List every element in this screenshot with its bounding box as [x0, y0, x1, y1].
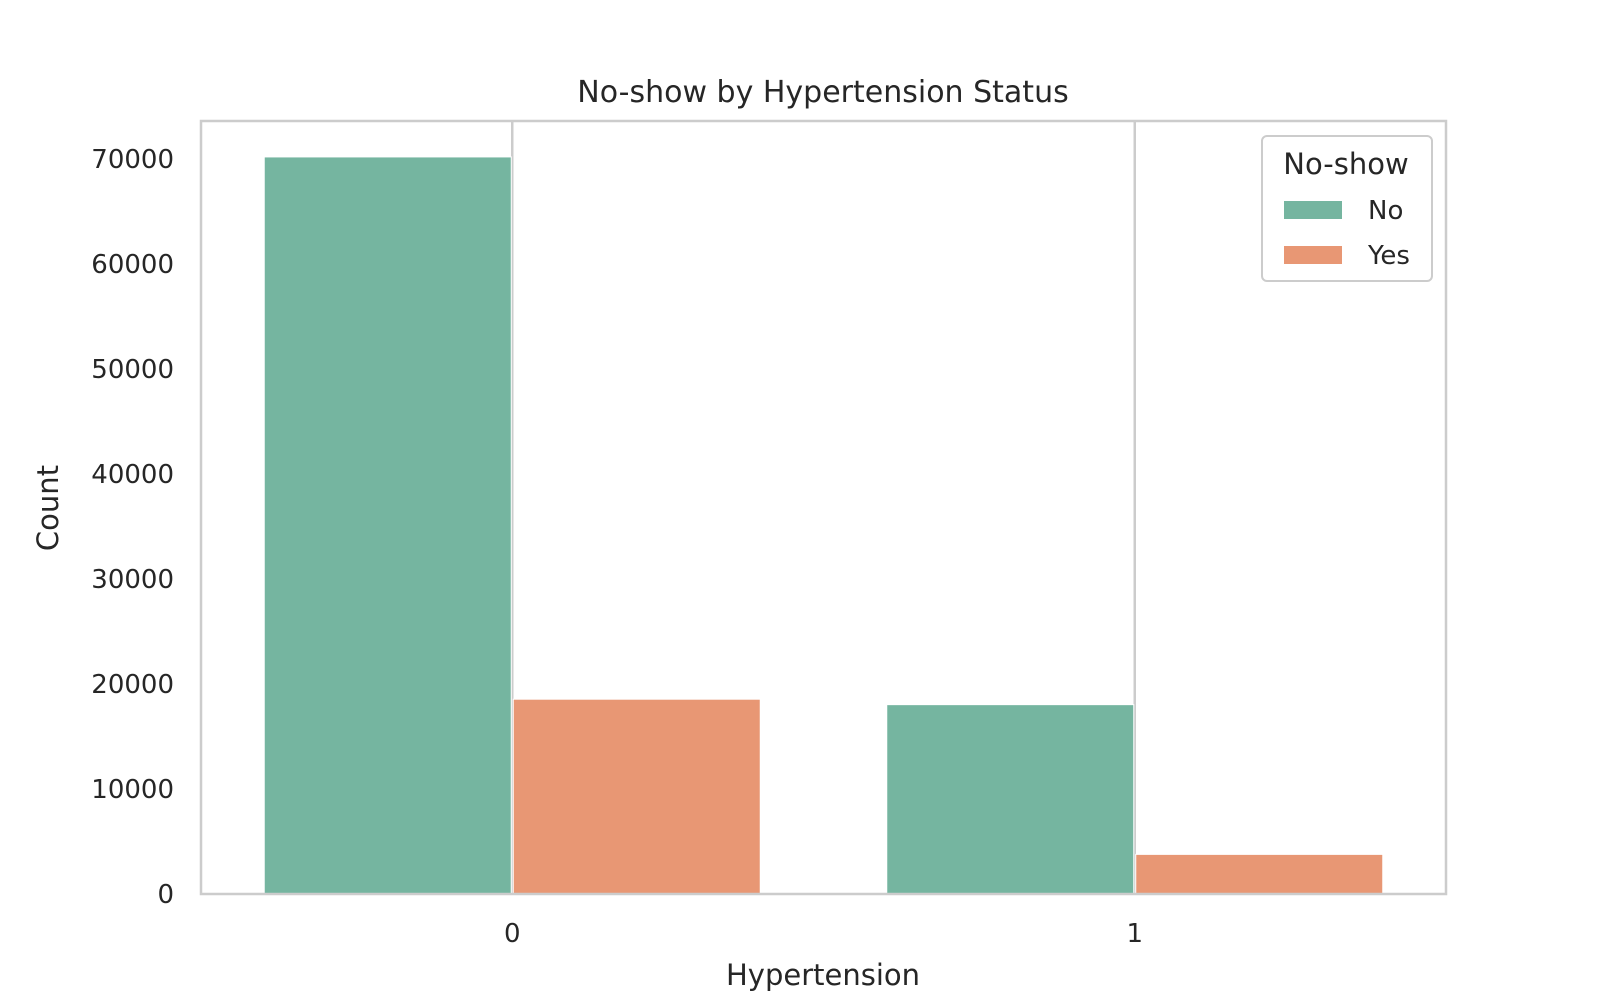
y-tick-label: 10000 — [91, 775, 174, 805]
bars — [263, 156, 1384, 895]
y-tick-label: 30000 — [91, 565, 174, 595]
legend-label-yes: Yes — [1367, 241, 1410, 271]
x-tick-label: 1 — [1126, 919, 1143, 949]
grid-lines — [511, 121, 1136, 894]
bar-no-1 — [886, 704, 1135, 895]
legend: No-show No Yes — [1261, 135, 1433, 282]
y-tick-label: 40000 — [91, 460, 174, 490]
y-tick-label: 50000 — [91, 355, 174, 385]
x-axis-label: Hypertension — [726, 958, 920, 992]
chart-title: No-show by Hypertension Status — [577, 75, 1068, 110]
legend-swatch-yes — [1284, 246, 1342, 264]
legend-swatch-no — [1284, 201, 1342, 219]
plot-frame — [199, 119, 1448, 896]
bar-yes-1 — [1135, 853, 1384, 895]
y-tick-label: 60000 — [91, 250, 174, 280]
legend-label-no: No — [1368, 196, 1403, 226]
bar-no-0 — [263, 156, 512, 895]
y-tick-labels: 0 10000 20000 30000 40000 50000 60000 70000 — [91, 145, 174, 910]
legend-frame — [1261, 135, 1433, 282]
bar-yes-0 — [512, 698, 761, 895]
legend-title: No-show — [1283, 147, 1408, 181]
y-tick-label: 0 — [157, 880, 174, 910]
y-tick-label: 70000 — [91, 145, 174, 175]
x-tick-label: 0 — [504, 919, 521, 949]
y-axis-label: Count — [31, 465, 65, 551]
y-tick-label: 20000 — [91, 670, 174, 700]
legend-items: No Yes — [1284, 196, 1410, 271]
